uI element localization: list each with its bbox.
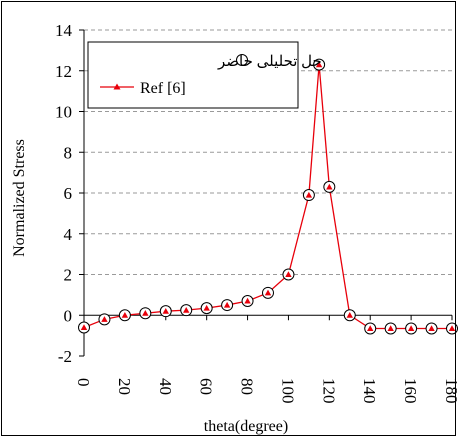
data-point-ref [183, 306, 190, 313]
data-point-ref [367, 325, 374, 332]
data-point-ref [407, 325, 415, 332]
legend: حل تحلیلی حاضر Ref [6] [87, 41, 322, 109]
data-point-ref [387, 325, 394, 332]
data-point-ref [223, 301, 231, 308]
data-point-ref [346, 312, 353, 318]
x-tick-label: 140 [360, 378, 379, 404]
legend-label-analytical: حل تحلیلی حاضر [217, 54, 322, 70]
x-tick-label: 0 [74, 378, 93, 387]
x-tick-label: 100 [278, 378, 297, 404]
y-axis-label: Normalized Stress [11, 139, 28, 257]
legend-marker-ref [113, 83, 121, 90]
x-tick-label: 60 [197, 378, 216, 395]
data-point-ref [315, 61, 323, 68]
y-tick-label: 4 [64, 225, 73, 244]
x-tick-label: 20 [115, 378, 134, 395]
data-point-ref [244, 297, 251, 304]
x-tick-label: 120 [319, 378, 338, 404]
data-point-ref [142, 310, 149, 316]
legend-box [87, 41, 299, 109]
y-tick-label: 6 [64, 184, 73, 203]
series-layer [78, 58, 458, 335]
x-tick-label: 40 [156, 378, 175, 395]
data-point-ref [448, 325, 456, 332]
y-tick-label: 2 [64, 266, 73, 285]
data-point-ref [285, 271, 292, 278]
data-point-ref [121, 312, 129, 318]
y-tick-label: 12 [55, 62, 72, 81]
y-tick-label: 8 [64, 143, 73, 162]
data-point-ref [162, 307, 169, 314]
data-point-ref [305, 191, 313, 198]
data-point-ref [264, 289, 272, 296]
x-tick-label: 180 [442, 378, 459, 404]
data-point-ref [428, 325, 435, 332]
y-tick-label: 0 [64, 306, 73, 325]
legend-marker-analytical [236, 54, 248, 66]
x-axis-label: theta(degree) [204, 418, 288, 435]
data-point-ref [80, 324, 88, 331]
legend-label-ref: Ref [6] [140, 80, 186, 97]
y-tick-label: -2 [58, 347, 72, 366]
data-point-ref [326, 183, 333, 190]
x-tick-label: 160 [401, 378, 420, 404]
y-tick-label: 10 [55, 103, 72, 122]
data-point-ref [101, 316, 108, 322]
data-point-ref [203, 304, 210, 311]
x-tick-label: 80 [238, 378, 257, 395]
y-tick-label: 14 [55, 21, 73, 40]
